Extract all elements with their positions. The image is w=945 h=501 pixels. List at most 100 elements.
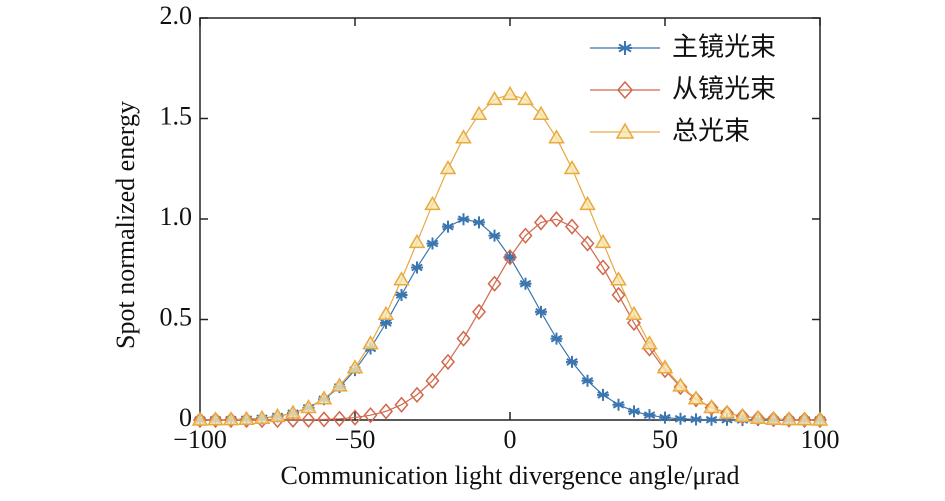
triangle-marker [517, 90, 534, 106]
diamond-marker [348, 409, 362, 426]
triangle-marker [501, 85, 519, 101]
triangle-marker [346, 359, 364, 374]
triangle-marker [703, 399, 720, 414]
triangle-marker [563, 160, 581, 175]
triangle-marker [548, 129, 565, 144]
y-axis-label: Spot normalized energy [111, 101, 140, 349]
triangle-marker [796, 411, 813, 426]
triangle-marker [300, 399, 317, 414]
diamond-marker [704, 399, 719, 416]
legend-label: 总光束 [672, 117, 750, 147]
star-marker [643, 409, 656, 422]
triangle-marker [253, 409, 271, 424]
diamond-marker [549, 211, 564, 228]
triangle-marker [765, 410, 782, 425]
diamond-marker [193, 411, 207, 429]
triangle-marker [811, 411, 829, 426]
triangle-marker [191, 411, 209, 426]
diamond-marker [487, 275, 502, 292]
diamond-marker [565, 218, 579, 235]
triangle-marker [749, 409, 767, 424]
star-marker [618, 41, 632, 55]
triangle-marker [594, 233, 612, 249]
triangle-marker [532, 105, 550, 121]
triangle-marker [207, 411, 224, 426]
star-marker [581, 374, 594, 387]
star-marker [411, 261, 423, 274]
star-marker [705, 413, 718, 426]
diamond-marker [394, 396, 409, 413]
star-marker [519, 277, 532, 290]
diamond-marker [363, 407, 378, 424]
legend-label: 从镜光束 [672, 75, 776, 105]
diamond-marker [301, 411, 316, 428]
legend-label: 主镜光束 [672, 33, 776, 63]
diamond-marker [534, 214, 548, 231]
y-tick-label: 2.0 [160, 1, 193, 30]
x-axis-label: Communication light divergence angle/μra… [281, 461, 740, 490]
star-marker [395, 288, 408, 301]
star-marker [488, 229, 501, 242]
star-marker [535, 305, 547, 318]
diamond-marker [782, 411, 796, 428]
triangle-marker [377, 305, 395, 321]
triangle-marker [780, 411, 798, 426]
star-marker [380, 316, 392, 329]
x-tick-label: −50 [335, 425, 376, 454]
y-tick-label: 1.0 [160, 202, 193, 231]
x-tick-label: −100 [173, 425, 227, 454]
triangle-marker [408, 233, 426, 249]
star-marker [674, 412, 687, 425]
diamond-marker [472, 303, 486, 321]
star-marker [597, 388, 609, 401]
star-marker [659, 411, 671, 424]
y-tick-label: 0.5 [160, 302, 193, 331]
diamond-marker [735, 408, 750, 425]
triangle-marker [284, 404, 302, 419]
diamond-marker [332, 410, 347, 427]
star-marker [504, 251, 516, 264]
triangle-marker [331, 377, 348, 392]
x-tick-label: 100 [801, 425, 840, 454]
star-marker [566, 355, 578, 368]
triangle-marker [656, 359, 674, 374]
diamond-marker [410, 386, 424, 404]
diamond-marker [751, 410, 765, 427]
diamond-marker [596, 259, 610, 276]
triangle-marker [610, 271, 627, 286]
triangle-marker [455, 129, 472, 144]
diamond-marker [766, 411, 781, 428]
triangle-marker [222, 411, 240, 426]
star-marker [442, 220, 454, 233]
triangle-marker [470, 105, 488, 121]
star-marker [612, 398, 625, 411]
diamond-marker [689, 391, 703, 408]
diamond-marker [441, 353, 455, 371]
diamond-marker [503, 249, 517, 266]
star-marker [550, 332, 563, 345]
triangle-marker [579, 195, 596, 211]
diamond-marker [720, 405, 734, 422]
triangle-marker [439, 160, 457, 175]
diamond-marker [611, 286, 626, 304]
diamond-marker [627, 314, 641, 332]
star-marker [473, 216, 485, 229]
diamond-marker [456, 330, 471, 347]
triangle-marker [393, 271, 410, 286]
diamond-marker [518, 227, 533, 244]
triangle-marker [424, 195, 441, 211]
x-tick-label: 0 [504, 425, 517, 454]
x-tick-label: 50 [652, 425, 678, 454]
triangle-marker [269, 407, 286, 423]
diamond-marker [379, 403, 393, 420]
star-marker [426, 237, 439, 250]
diamond-marker [208, 411, 223, 429]
diamond-marker [224, 411, 238, 429]
diamond-marker [797, 411, 812, 428]
triangle-marker [641, 335, 658, 350]
triangle-marker [238, 410, 255, 425]
triangle-marker [718, 404, 736, 419]
diamond-marker [425, 372, 440, 389]
star-marker [690, 413, 702, 426]
